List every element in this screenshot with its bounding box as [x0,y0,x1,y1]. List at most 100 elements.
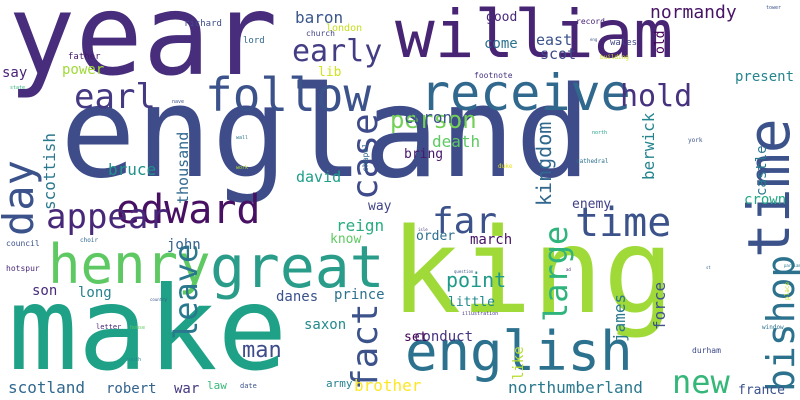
word-prince: prince [334,287,385,303]
word-little: little [448,295,495,310]
word-hotspur: hotspur [6,264,40,273]
word-edward: time [575,200,672,246]
word-hold: hold [620,79,693,114]
word-force: force [650,281,669,330]
word-place: window [762,324,784,331]
word-know: know [330,232,362,247]
word-house: house [130,325,146,331]
word-letter: letter [96,323,122,331]
word-reign: reign [336,216,385,235]
word-date: date [240,382,257,390]
word-thousand: thousand [174,131,192,204]
word-son: son [32,283,58,299]
word-man: man [242,338,282,363]
word-make: make [8,262,288,397]
word-duke: duke [498,163,513,170]
word-church: church [306,29,335,38]
word-state: state [10,85,26,91]
word-king: king [390,202,675,340]
word-chron: chron [404,108,453,127]
word-scottish: scottish [40,132,59,210]
word-say: say [2,65,28,81]
word-brother: brother [354,376,422,395]
word-cathedral: cathedral [576,158,609,165]
word-leave: leave [167,243,205,340]
word-ad: ad [566,267,571,272]
word-robert: robert [106,381,157,397]
word-footnote: footnote [474,71,513,80]
word-baron: baron [295,8,344,27]
word-day: henry [48,233,211,296]
word-father: father [68,52,101,62]
word-way: way [368,199,392,214]
word-north: north [592,130,608,136]
word-chapel: chapel [361,143,370,172]
word-crown: crown [744,192,787,208]
word-scot: scot [540,45,577,63]
word-parliament: parliament [784,263,800,268]
word-bruce: bruce [108,160,157,179]
word-question: question [454,269,474,274]
word-march: march [470,232,513,248]
word-isle: isle [418,227,428,232]
word-long: long [78,285,112,301]
word-set: set [404,330,428,345]
word-english: english [405,320,633,383]
word-death: death [432,132,481,151]
word-choir: choir [80,237,99,244]
word-army: army [326,377,353,390]
word-john: john [167,237,201,253]
word-danes: danes [276,289,319,305]
word-building: building [600,54,629,61]
word-illustration: illustration [462,311,499,317]
word-berwick: berwick [639,112,658,180]
word-york: york [688,137,703,144]
word-wales: wales [610,38,638,48]
word-conduct: conduct [414,329,474,345]
word-point: point [446,268,507,292]
word-david: david [296,168,342,186]
word-northumberland: northumberland [508,378,643,397]
word-person: person [390,106,477,134]
word-england: england [60,59,592,206]
word-london: london [326,23,363,34]
word-scotland: scotland [8,378,86,397]
word-appear: day [0,160,43,236]
word-order: order [416,229,456,244]
word-follow: follow [205,68,372,122]
word-tower: tower [766,5,782,11]
word-war: war [174,381,200,397]
word-country: country [150,297,167,302]
word-lord: lord [243,36,265,46]
word-kingdom: kingdom [532,121,556,206]
word-end: far [432,201,498,242]
word-council: council [6,239,40,248]
word-normandy: normandy [650,2,737,23]
word-early: early [292,34,383,69]
word-large: large [537,225,575,322]
word-like: like [511,346,527,380]
word-law: law [207,379,227,392]
word-wall: wall [236,135,249,141]
word-earl: earl [74,77,156,117]
word-window: place [784,281,791,300]
word-lib: lib [318,65,342,80]
word-old: old [653,30,668,54]
word-france: france [738,383,785,398]
word-nave: nave [172,99,185,105]
word-bring: bring [404,147,444,162]
word-year: year [8,0,278,101]
word-east: east [536,31,573,49]
word-receive: receive [420,64,631,122]
word-richard: richard [184,19,222,29]
word-good: good [486,10,518,25]
word-present: present [735,69,795,85]
word-south: south [126,357,142,363]
word-castle: castle [754,145,770,196]
word-eng: eng [590,37,598,42]
word-record: record [576,17,605,26]
word-new: new [672,363,730,400]
word-come: come [484,36,518,52]
word-saxon: saxon [304,317,347,333]
